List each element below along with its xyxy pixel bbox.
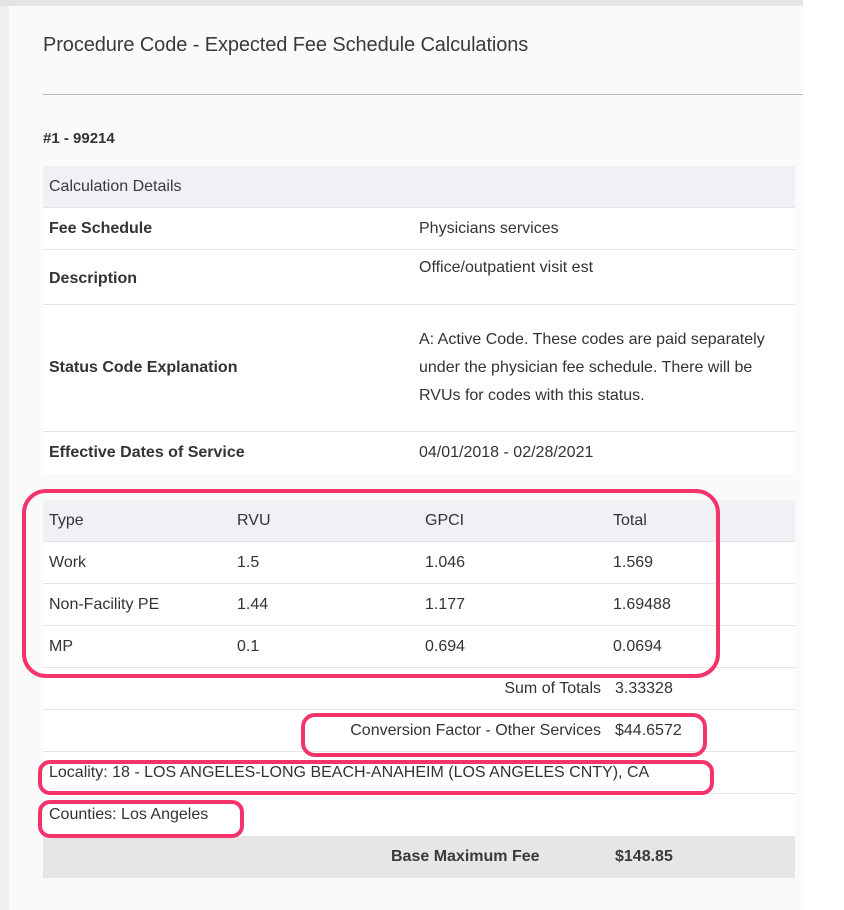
column-header-gpci: GPCI: [425, 511, 465, 529]
cell-total: 1.69488: [613, 595, 671, 613]
base-maximum-fee-row: Base Maximum Fee $148.85: [43, 836, 795, 878]
sum-of-totals-row: Sum of Totals 3.33328: [43, 668, 795, 710]
conversion-factor-value: $44.6572: [615, 721, 682, 739]
cell-total: 0.0694: [613, 637, 662, 655]
detail-label: Description: [49, 270, 138, 287]
cell-type: Work: [49, 553, 87, 571]
title-divider: [43, 94, 803, 95]
counties-row: Counties: Los Angeles: [43, 794, 795, 836]
column-header-total: Total: [613, 511, 647, 529]
detail-row-description: Description Office/outpatient visit est: [43, 250, 795, 305]
conversion-factor-label: Conversion Factor - Other Services: [350, 721, 601, 739]
detail-value: Office/outpatient visit est: [419, 259, 594, 276]
detail-value: A: Active Code. These codes are paid sep…: [419, 331, 765, 404]
cell-type: Non-Facility PE: [49, 595, 160, 613]
page-background-top: [0, 0, 803, 6]
column-header-type: Type: [49, 511, 84, 529]
table-row: MP 0.1 0.694 0.0694: [43, 626, 795, 668]
column-header-rvu: RVU: [237, 511, 271, 529]
detail-value: 04/01/2018 - 02/28/2021: [419, 444, 594, 461]
detail-label: Effective Dates of Service: [49, 444, 245, 461]
rvu-table-header: Type RVU GPCI Total: [43, 500, 795, 542]
calculation-details-heading: Calculation Details: [49, 177, 182, 195]
locality-text: Locality: 18 - LOS ANGELES-LONG BEACH-AN…: [49, 763, 650, 781]
cell-rvu: 0.1: [237, 637, 260, 655]
detail-row-status-code: Status Code Explanation A: Active Code. …: [43, 305, 795, 432]
fee-schedule-panel: Procedure Code - Expected Fee Schedule C…: [9, 6, 803, 910]
calculation-details-header: Calculation Details: [43, 166, 795, 208]
cell-gpci: 1.046: [425, 553, 466, 571]
calculation-table: Calculation Details Fee Schedule Physici…: [43, 166, 795, 878]
sum-of-totals-value: 3.33328: [615, 679, 673, 697]
cell-gpci: 0.694: [425, 637, 466, 655]
table-row: Work 1.5 1.046 1.569: [43, 542, 795, 584]
locality-row: Locality: 18 - LOS ANGELES-LONG BEACH-AN…: [43, 752, 795, 794]
counties-text: Counties: Los Angeles: [49, 806, 209, 823]
cell-rvu: 1.5: [237, 553, 260, 571]
detail-row-fee-schedule: Fee Schedule Physicians services: [43, 208, 795, 250]
base-maximum-fee-label: Base Maximum Fee: [391, 848, 540, 865]
procedure-code-label: #1 - 99214: [43, 130, 115, 147]
section-gap: [43, 474, 795, 500]
cell-rvu: 1.44: [237, 595, 269, 613]
cell-type: MP: [49, 637, 73, 655]
cell-total: 1.569: [613, 553, 654, 571]
page-background-left: [0, 0, 9, 910]
page-title: Procedure Code - Expected Fee Schedule C…: [43, 34, 529, 56]
cell-gpci: 1.177: [425, 595, 466, 613]
rvu-table: Type RVU GPCI Total Work 1.5 1.046 1.569…: [43, 500, 795, 668]
detail-label: Fee Schedule: [49, 219, 153, 237]
conversion-factor-row: Conversion Factor - Other Services $44.6…: [43, 710, 795, 752]
detail-value: Physicians services: [419, 219, 559, 237]
table-row: Non-Facility PE 1.44 1.177 1.69488: [43, 584, 795, 626]
sum-of-totals-label: Sum of Totals: [504, 679, 601, 697]
detail-row-effective-dates: Effective Dates of Service 04/01/2018 - …: [43, 432, 795, 474]
base-maximum-fee-value: $148.85: [615, 848, 673, 865]
detail-label: Status Code Explanation: [49, 359, 238, 376]
